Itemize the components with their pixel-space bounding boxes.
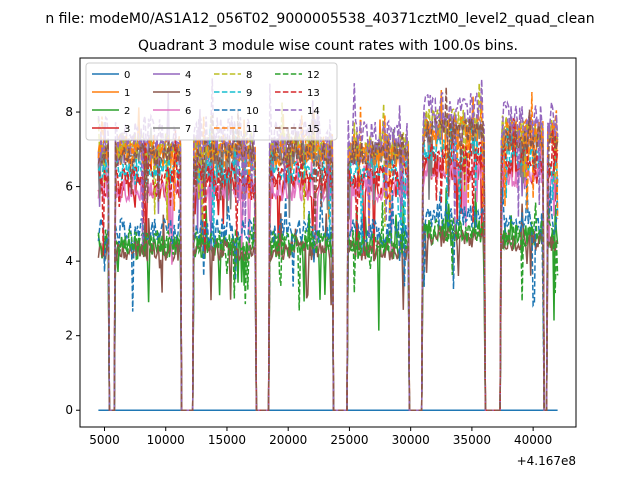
y-tick-label: 8 bbox=[65, 105, 73, 119]
legend-label-9: 9 bbox=[246, 88, 252, 99]
x-tick-label: 35000 bbox=[453, 433, 491, 447]
legend-label-0: 0 bbox=[124, 70, 130, 81]
legend-box bbox=[85, 62, 338, 141]
legend-label-15: 15 bbox=[307, 124, 320, 135]
legend-label-2: 2 bbox=[124, 106, 130, 117]
legend-label-12: 12 bbox=[307, 70, 320, 81]
x-tick-label: 5000 bbox=[89, 433, 120, 447]
legend-label-10: 10 bbox=[246, 106, 259, 117]
legend-label-4: 4 bbox=[185, 70, 191, 81]
series-lines bbox=[97, 78, 559, 411]
legend-label-1: 1 bbox=[124, 88, 130, 99]
y-tick-label: 0 bbox=[65, 403, 73, 417]
plot-area-frame bbox=[79, 57, 577, 428]
x-tick-label: 10000 bbox=[147, 433, 185, 447]
legend-label-13: 13 bbox=[307, 88, 320, 99]
series-line-15 bbox=[97, 87, 559, 411]
legend-label-7: 7 bbox=[185, 124, 191, 135]
legend-label-11: 11 bbox=[246, 124, 259, 135]
series-line-12 bbox=[97, 202, 559, 411]
legend-label-6: 6 bbox=[185, 106, 191, 117]
x-tick-label: 30000 bbox=[392, 433, 430, 447]
x-tick-label: 15000 bbox=[208, 433, 246, 447]
x-tick-label: 20000 bbox=[269, 433, 307, 447]
x-tick-label: 25000 bbox=[330, 433, 368, 447]
legend-label-3: 3 bbox=[124, 124, 130, 135]
figure-suptitle: n file: modeM0/AS1A12_056T02_9000005538_… bbox=[45, 11, 594, 27]
series-line-10 bbox=[97, 178, 559, 411]
y-tick-label: 2 bbox=[65, 329, 73, 343]
legend-label-14: 14 bbox=[307, 106, 320, 117]
legend-label-5: 5 bbox=[185, 88, 191, 99]
axes-ticks: 5000 10000 15000 20000 25000 30000 35000 40000 0… bbox=[65, 105, 552, 447]
series-line-2 bbox=[97, 187, 559, 411]
y-tick-label: 4 bbox=[65, 254, 73, 268]
legend-label-8: 8 bbox=[246, 70, 252, 81]
x-tick-label: 40000 bbox=[514, 433, 552, 447]
y-tick-label: 6 bbox=[65, 180, 73, 194]
x-offset-label: +4.167e8 bbox=[517, 454, 576, 468]
series-line-13 bbox=[98, 118, 559, 411]
chart-title: Quadrant 3 module wise count rates with … bbox=[138, 38, 518, 54]
